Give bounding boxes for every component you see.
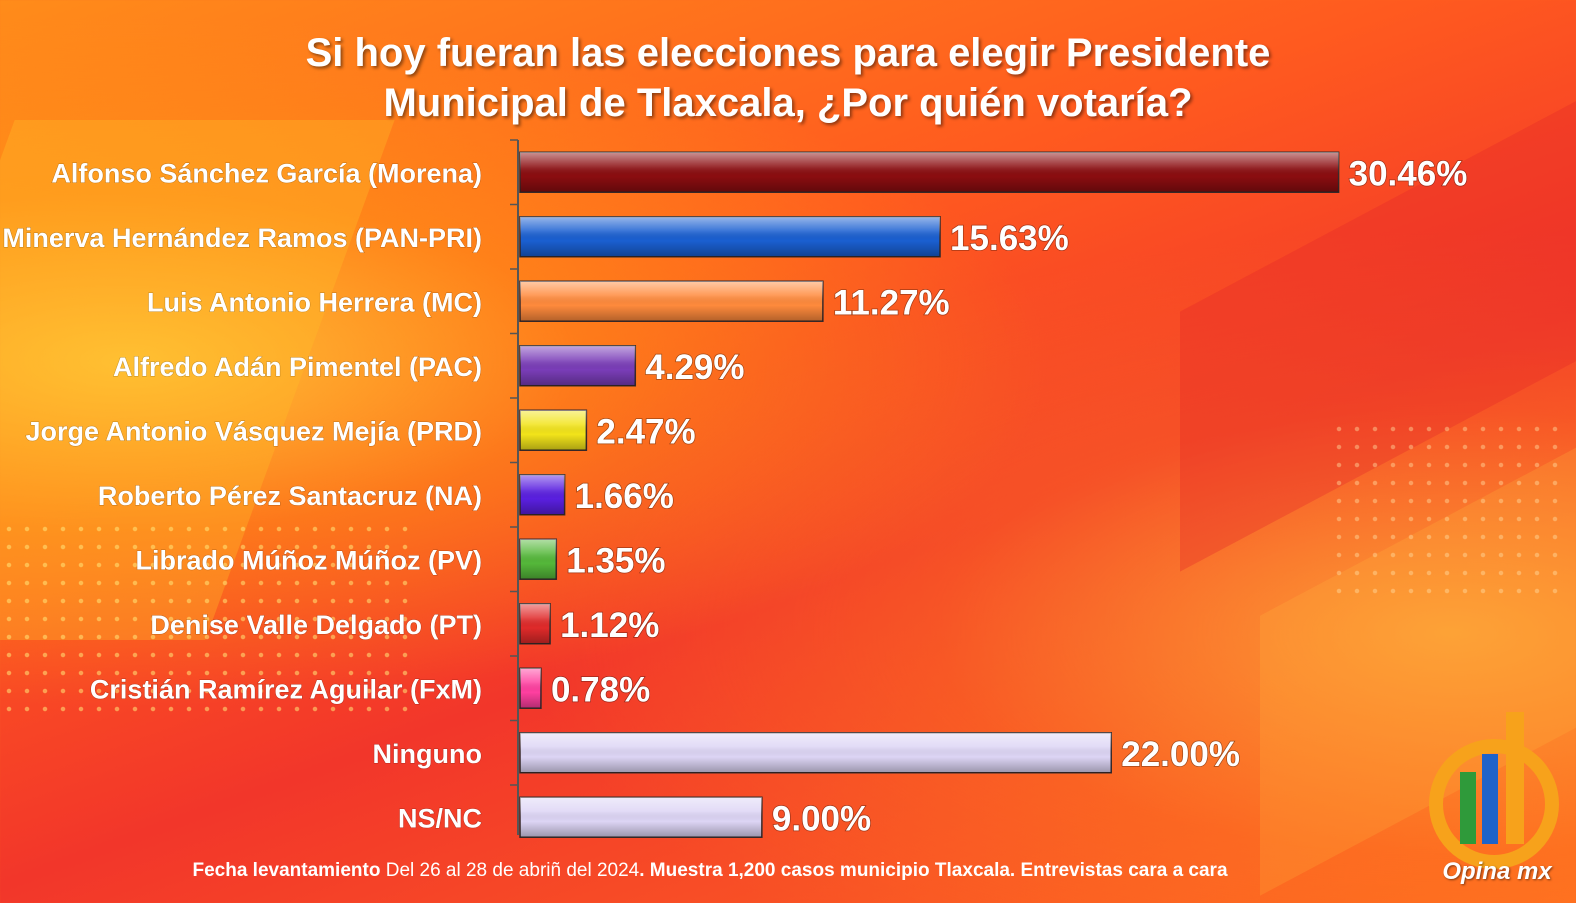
- chart-title-line1: Si hoy fueran las elecciones para elegir…: [305, 31, 1271, 75]
- bar-gloss: [520, 152, 1339, 193]
- category-label: Luis Antonio Herrera (MC): [147, 287, 482, 317]
- category-label: Denise Valle Delgado (PT): [150, 610, 482, 640]
- category-label: Alfonso Sánchez García (Morena): [51, 158, 482, 188]
- data-label: 4.29%: [645, 348, 744, 387]
- bar-gloss: [520, 732, 1112, 773]
- data-label: 9.00%: [772, 799, 871, 838]
- data-label: 1.12%: [560, 606, 659, 645]
- category-label: Librado Múñoz Múñoz (PV): [136, 545, 482, 575]
- data-label: 0.78%: [551, 670, 650, 709]
- footer-date-text: Del 26 al 28 de abriñ del 2024: [380, 860, 640, 881]
- footer-note: Fecha levantamiento Del 26 al 28 de abri…: [0, 860, 1420, 882]
- bar-gloss: [520, 410, 587, 451]
- chart-title: Si hoy fueran las elecciones para elegir…: [0, 28, 1576, 128]
- category-label: Ninguno: [373, 739, 482, 769]
- data-label: 22.00%: [1121, 735, 1240, 774]
- data-label: 2.47%: [596, 412, 695, 451]
- bar-gloss: [520, 474, 565, 515]
- bar-gloss: [520, 797, 762, 838]
- bar-gloss: [520, 216, 941, 257]
- category-label: NS/NC: [398, 803, 482, 833]
- category-label: Jorge Antonio Vásquez Mejía (PRD): [25, 416, 482, 446]
- logo-text: Opina mx: [1442, 858, 1552, 885]
- data-label: 1.66%: [575, 477, 674, 516]
- bar-gloss: [520, 668, 541, 709]
- data-label: 1.35%: [566, 541, 665, 580]
- bar-gloss: [520, 539, 557, 580]
- data-label: 30.46%: [1349, 154, 1468, 193]
- category-label: Minerva Hernández Ramos (PAN-PRI): [2, 223, 482, 253]
- bar-gloss: [520, 603, 551, 644]
- bar-gloss: [520, 345, 636, 386]
- chart-title-line2: Municipal de Tlaxcala, ¿Por quién votarí…: [383, 81, 1193, 125]
- category-label: Alfredo Adán Pimentel (PAC): [113, 352, 482, 382]
- data-label: 15.63%: [950, 219, 1069, 258]
- bar-gloss: [520, 281, 823, 322]
- category-label: Cristián Ramírez Aguilar (FxM): [90, 674, 482, 704]
- footer-label-date: Fecha levantamiento: [192, 860, 381, 881]
- data-label: 11.27%: [833, 283, 950, 322]
- opina-logo-icon: [1429, 712, 1559, 869]
- footer-sample-text: . Muestra 1,200 casos municipio Tlaxcala…: [639, 860, 1228, 881]
- category-label: Roberto Pérez Santacruz (NA): [98, 481, 482, 511]
